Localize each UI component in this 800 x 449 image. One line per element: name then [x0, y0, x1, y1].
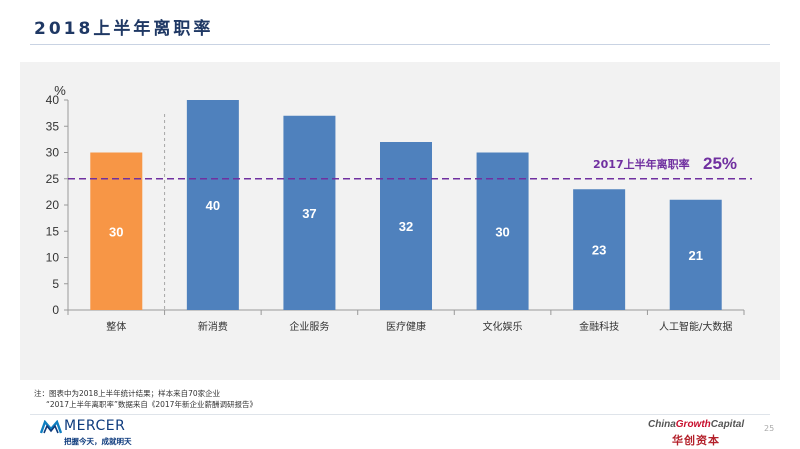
title-divider: [30, 44, 770, 45]
bar-data-label: 30: [495, 224, 509, 239]
bar-3: [380, 142, 432, 310]
turnover-bar-chart: 0 5 10 15 20 25 30 35 40% 30 整体 40 新消费 37 企业服务 32 医疗健康 30…: [46, 83, 752, 333]
reference-line-label: 2017上半年离职率: [593, 157, 690, 171]
cgc-logo-part-2: Growth: [675, 419, 711, 430]
reference-line-value: 25%: [703, 154, 737, 173]
y-tick-label: 10: [46, 251, 60, 265]
x-tick-label: 金融科技: [579, 320, 619, 333]
x-tick-label: 新消费: [198, 320, 228, 333]
cgc-logo-part-1: China: [648, 419, 676, 430]
y-tick-label: 35: [46, 119, 60, 133]
chart-panel: 0 5 10 15 20 25 30 35 40% 30 整体 40 新消费 37 企业服务 32 医疗健康 30…: [20, 62, 780, 380]
x-tick-label: 医疗健康: [386, 320, 426, 333]
y-tick-label: 20: [46, 198, 60, 212]
bar-data-label: 32: [399, 219, 413, 234]
x-tick-label: 人工智能/大数据: [659, 320, 732, 333]
y-tick-label: 15: [46, 224, 60, 238]
y-tick-label: 25: [46, 172, 60, 186]
bar-1: [186, 100, 239, 310]
slide-title: 2018上半年离职率: [34, 19, 214, 39]
y-axis-unit-label: %: [54, 83, 66, 98]
bar-5: [573, 189, 626, 310]
footnote-line-2: “2017上半年离职率”数据来自《2017年新企业薪酬调研报告》: [46, 400, 257, 409]
page-number: 25: [764, 424, 775, 433]
footnotes: 注：图表中为2018上半年统计结果；样本来自70家企业 “2017上半年离职率”…: [34, 388, 257, 410]
bar-data-label: 30: [109, 224, 123, 239]
x-tick-label: 企业服务: [289, 320, 329, 333]
bar-data-label: 40: [206, 198, 220, 213]
bar-data-label: 21: [688, 248, 702, 263]
bar-2: [283, 115, 336, 310]
bar-data-label: 37: [302, 206, 316, 221]
y-tick-label: 40: [46, 93, 60, 107]
china-growth-capital-logo: ChinaGrowthCapital: [648, 419, 744, 430]
cgc-logo-part-3: Capital: [710, 419, 745, 430]
footer-divider: [30, 414, 770, 415]
mercer-slogan: 把握今天，成就明天: [64, 437, 132, 446]
mercer-wordmark: MERCER: [64, 418, 126, 434]
mercer-logo-icon: [40, 420, 62, 434]
footnote-line-1: 注：图表中为2018上半年统计结果；样本来自70家企业: [34, 389, 221, 398]
bar-data-label: 23: [592, 243, 606, 258]
y-tick-label: 30: [46, 146, 60, 160]
y-tick-label: 0: [52, 303, 59, 317]
y-tick-label: 5: [52, 277, 59, 291]
china-growth-capital-chinese-name: 华创资本: [672, 434, 720, 447]
x-tick-label: 文化娱乐: [483, 320, 523, 333]
x-tick-label: 整体: [106, 320, 126, 333]
bar-6: [669, 199, 722, 310]
